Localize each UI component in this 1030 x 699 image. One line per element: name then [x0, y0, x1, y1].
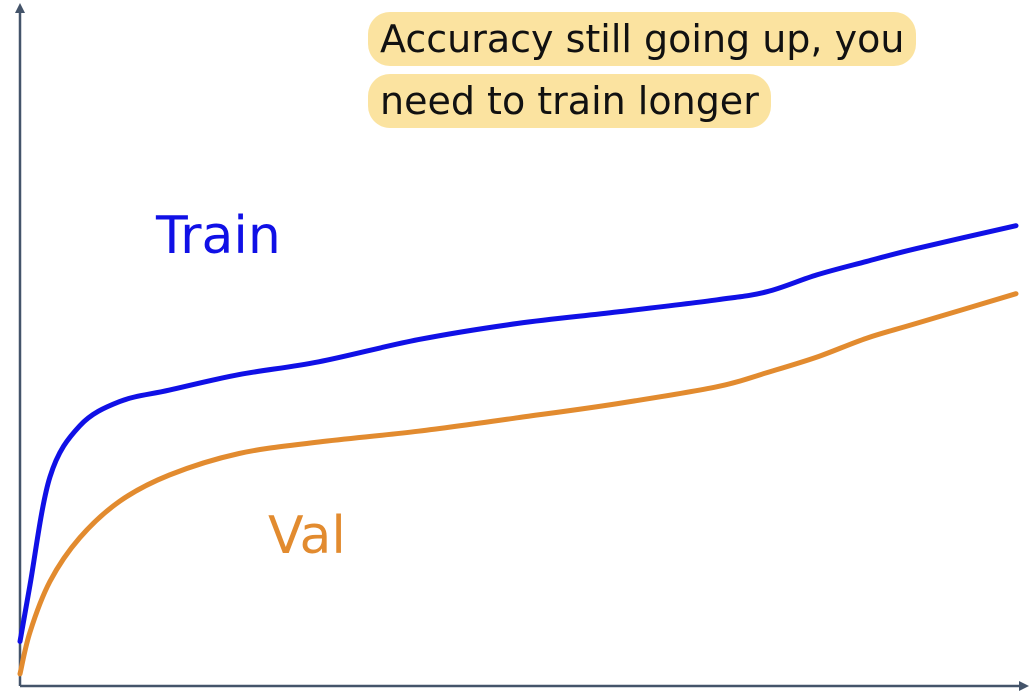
series-line-train: [17, 223, 1019, 644]
series-label-val: Val: [268, 506, 346, 566]
annotation-line-2: need to train longer: [368, 74, 771, 128]
series-lines: [17, 223, 1019, 677]
series-label-train: Train: [156, 206, 281, 266]
annotation-callout: Accuracy still going up, you need to tra…: [368, 12, 928, 142]
annotation-line-1: Accuracy still going up, you: [368, 12, 917, 66]
series-line-val: [17, 291, 1019, 677]
axes: [15, 3, 1029, 691]
